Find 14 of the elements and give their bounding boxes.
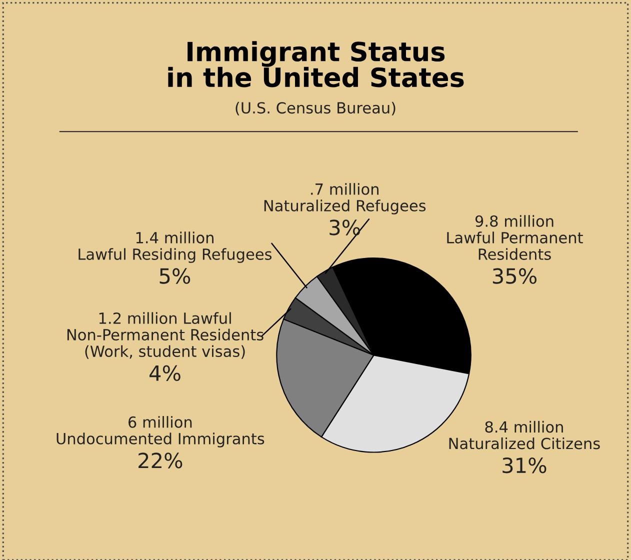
slice-label: 6 million Undocumented Immigrants xyxy=(56,416,264,448)
slice-label: 1.4 million Lawful Residing Refugees xyxy=(78,232,272,263)
data-label: 5% xyxy=(160,268,190,284)
data-label: 22% xyxy=(138,452,182,468)
data-label: 35% xyxy=(492,268,537,284)
slice-label: .7 million Naturalized Refugees xyxy=(264,183,426,214)
slice-label: 9.8 million Lawful Permanent Residents xyxy=(447,215,583,260)
data-label: 31% xyxy=(502,457,546,474)
slice-label: 8.4 million Naturalized Citizens xyxy=(449,420,600,450)
chart-subtitle: (U.S. Census Bureau) xyxy=(236,102,396,116)
data-label: 4% xyxy=(150,365,180,381)
chart-title: Immigrant Status in the United States xyxy=(168,41,464,88)
slice-label: 1.2 million Lawful Non-Permanent Residents (Work, student visas) xyxy=(67,312,264,359)
data-label: 3% xyxy=(330,220,360,236)
